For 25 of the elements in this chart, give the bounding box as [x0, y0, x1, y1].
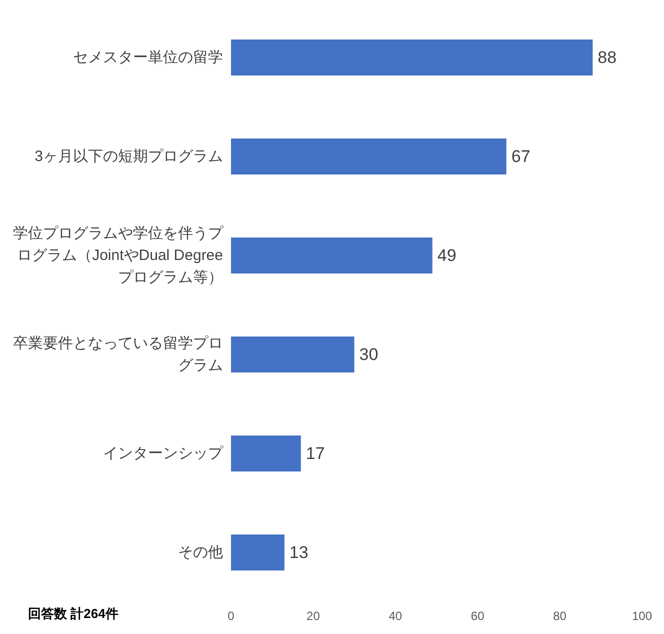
- x-tick-label: 20: [306, 609, 320, 623]
- y-tick-label: 卒業要件となっている留学プログラム: [13, 335, 223, 374]
- text: 回答数 計264件: [28, 606, 118, 621]
- x-tick-label: 80: [553, 609, 567, 623]
- y-tick-label: インターンシップ: [103, 445, 224, 462]
- bar: [231, 436, 301, 472]
- y-tick-label: 学位プログラムや学位を伴うプログラム（JointやDual Degreeプログラム等）: [13, 225, 224, 286]
- y-tick-label: その他: [178, 544, 223, 561]
- x-tick-label: 40: [388, 609, 402, 623]
- bar: [231, 138, 506, 174]
- x-tick-label: 0: [228, 609, 235, 623]
- data-label: 88: [598, 48, 617, 67]
- data-label: 17: [306, 444, 325, 463]
- data-label: 30: [359, 345, 378, 364]
- y-tick-label: セメスター単位の留学: [73, 49, 223, 66]
- data-label: 49: [437, 246, 456, 265]
- bar: [231, 238, 432, 274]
- bar: [231, 534, 284, 570]
- x-tick-label: 60: [470, 609, 485, 623]
- y-tick-label: 3ヶ月以下の短期プログラム: [34, 148, 223, 165]
- x-tick-label: 100: [632, 609, 652, 623]
- data-label: 13: [289, 543, 308, 562]
- bar: [231, 336, 354, 372]
- bar: [231, 40, 593, 76]
- data-label: 67: [511, 147, 530, 166]
